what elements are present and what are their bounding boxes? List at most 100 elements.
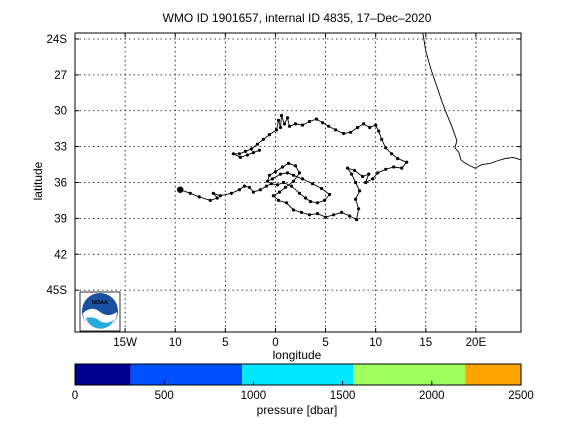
profile-point	[218, 194, 222, 198]
profile-point	[405, 160, 409, 164]
profile-point	[245, 153, 249, 157]
profile-point	[357, 207, 361, 211]
profile-point	[285, 171, 290, 175]
profile-point	[264, 184, 268, 188]
profile-point	[349, 130, 353, 134]
profile-point	[321, 121, 325, 125]
profile-point	[396, 157, 400, 161]
profile-point	[354, 180, 358, 185]
y-tick-label: 39	[54, 213, 67, 225]
y-tick-label: 36	[54, 178, 67, 190]
profile-point	[327, 124, 331, 128]
colorbar-bin	[130, 364, 243, 385]
profile-point	[323, 198, 327, 202]
colorbar-frame	[74, 363, 522, 386]
coastline	[422, 32, 522, 169]
profile-point	[358, 189, 362, 193]
profile-point	[324, 215, 328, 219]
profile-point	[289, 184, 294, 188]
profile-point	[315, 212, 320, 216]
profile-point	[291, 173, 296, 177]
profile-point	[279, 113, 284, 118]
y-tick-label: 42	[54, 249, 67, 261]
start-marker	[177, 186, 184, 193]
profile-point	[242, 184, 246, 188]
profile-point	[208, 198, 212, 202]
grid-lines	[75, 33, 521, 332]
chart-title: WMO ID 1901657, internal ID 4835, 17–Dec…	[163, 11, 432, 25]
profile-point	[273, 170, 277, 174]
profile-point	[243, 149, 247, 153]
profile-point	[281, 180, 286, 185]
profile-point	[238, 155, 242, 159]
profile-point	[384, 146, 388, 150]
profile-point	[315, 201, 320, 205]
profile-point	[342, 131, 346, 136]
profile-point	[350, 172, 354, 176]
profile-point	[211, 191, 215, 195]
colorbar-ticks: 0 500 1000 1500 2000 2500	[72, 381, 534, 402]
profile-point	[307, 119, 312, 124]
profile-point	[297, 171, 302, 175]
pressure-colorbar	[75, 364, 521, 385]
y-tick-label: 33	[54, 142, 67, 154]
colorbar-tick-label: 1000	[241, 390, 267, 402]
colorbar-bin	[465, 364, 521, 385]
track-line	[180, 115, 408, 221]
profile-point	[285, 116, 290, 120]
y-tick-label: 45S	[47, 285, 68, 297]
profile-point	[291, 179, 296, 183]
profile-point	[265, 179, 269, 183]
profile-point	[371, 177, 375, 181]
profile-point	[364, 180, 368, 185]
svg-text:NOAA: NOAA	[92, 300, 108, 306]
profile-point	[299, 210, 304, 214]
profile-point	[247, 185, 251, 189]
float-track	[177, 113, 409, 222]
y-axis-label: latitude	[31, 161, 45, 200]
x-axis-label: longitude	[273, 348, 322, 362]
coastline-path	[422, 32, 522, 169]
profile-point	[276, 198, 281, 202]
profile-point	[353, 168, 357, 173]
profile-point	[261, 137, 265, 141]
colorbar-tick-label: 2500	[508, 390, 534, 402]
profile-point	[271, 194, 275, 198]
profile-point	[188, 191, 192, 195]
profile-point	[251, 190, 255, 194]
profile-point	[307, 213, 312, 217]
profile-point	[291, 208, 296, 212]
profile-point	[328, 192, 332, 197]
profile-point	[303, 196, 308, 200]
profile-point	[270, 177, 274, 181]
profile-point	[215, 196, 219, 200]
x-tick-label: 5	[222, 337, 228, 349]
x-tick-label: 15W	[113, 337, 137, 349]
profile-point	[293, 164, 298, 168]
profile-point	[376, 171, 380, 175]
profile-point	[278, 172, 283, 176]
profile-point	[229, 191, 233, 195]
profile-point	[300, 123, 305, 127]
profile-point	[293, 122, 298, 126]
colorbar-bin	[353, 364, 466, 385]
profile-point	[346, 166, 350, 170]
profile-point	[258, 188, 262, 192]
profile-point	[275, 183, 280, 187]
profile-point	[283, 185, 288, 189]
profile-point	[390, 152, 394, 156]
colorbar-bin	[75, 364, 131, 385]
profile-point	[286, 161, 291, 165]
profile-point	[314, 117, 319, 121]
profile-point	[297, 191, 302, 195]
profile-point	[392, 165, 396, 169]
profile-point	[334, 128, 338, 132]
colorbar-tick-label: 1500	[330, 390, 356, 402]
profile-point	[362, 122, 366, 126]
profile-point	[348, 214, 352, 218]
profile-point	[251, 151, 255, 155]
profile-point	[267, 133, 271, 137]
profile-point	[400, 166, 404, 170]
